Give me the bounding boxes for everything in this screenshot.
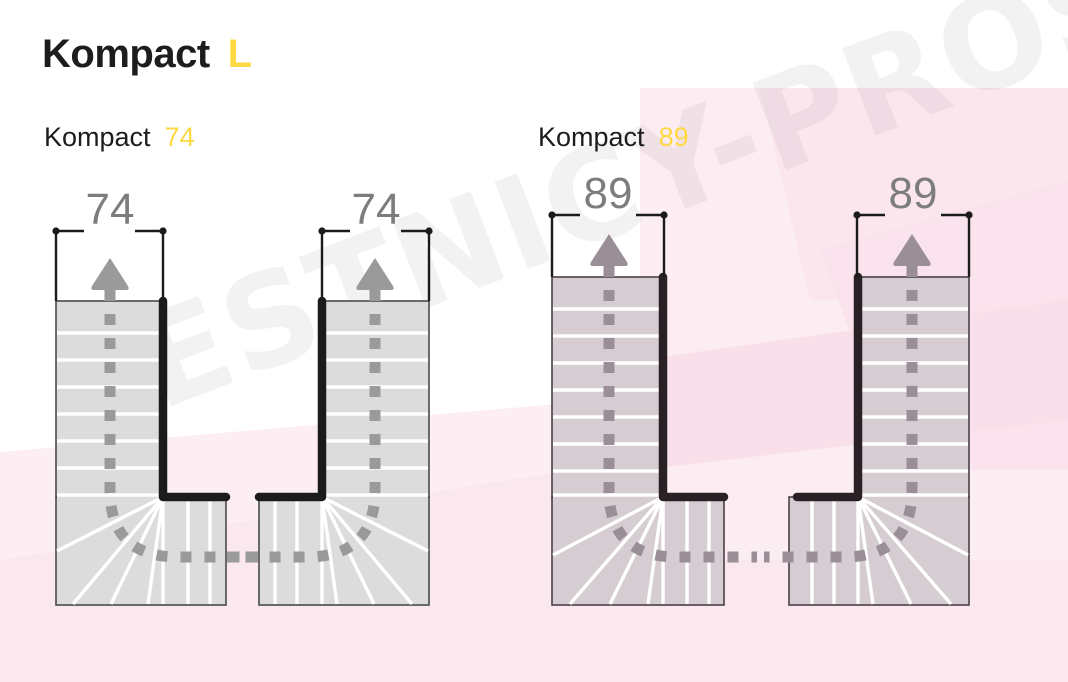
handrail <box>792 272 863 502</box>
handrail <box>158 296 231 502</box>
winder-treads <box>810 495 969 606</box>
dimension-value-74-right: 74 <box>352 185 401 234</box>
dimension-value-74-left: 74 <box>86 185 135 234</box>
dimension-value-89-left: 89 <box>584 169 633 218</box>
group-label-accent-89: 89 <box>658 122 689 152</box>
dimension-line-74-left: 74 <box>52 185 167 301</box>
up-arrow-icon <box>893 234 931 266</box>
diagram-74-right: 74 <box>227 185 433 606</box>
diagram-74-left: 74 <box>52 185 258 606</box>
dimension-line-89-left: 89 <box>548 169 668 277</box>
dimension-line-89-right: 89 <box>853 169 973 277</box>
diagram-89-right: 89 <box>764 169 973 606</box>
page-title: Kompact L <box>42 32 252 77</box>
handrail <box>658 272 729 502</box>
group-label-accent-74: 74 <box>164 122 195 152</box>
group-label-main-74: Kompact <box>44 122 151 152</box>
handrail <box>254 296 327 502</box>
group-label-kompact-89: Kompact 89 <box>538 122 689 153</box>
page-title-main: Kompact <box>42 32 210 76</box>
up-arrow-icon <box>356 258 394 290</box>
group-label-main-89: Kompact <box>538 122 645 152</box>
dimension-line-74-right: 74 <box>318 185 433 301</box>
up-arrow-icon <box>91 258 129 290</box>
group-label-kompact-74: Kompact 74 <box>44 122 195 153</box>
winder-treads <box>56 495 212 606</box>
page-title-accent: L <box>227 32 252 76</box>
up-arrow-icon <box>590 234 628 266</box>
diagram-89-left: 89 <box>548 169 757 606</box>
dimension-value-89-right: 89 <box>889 169 938 218</box>
